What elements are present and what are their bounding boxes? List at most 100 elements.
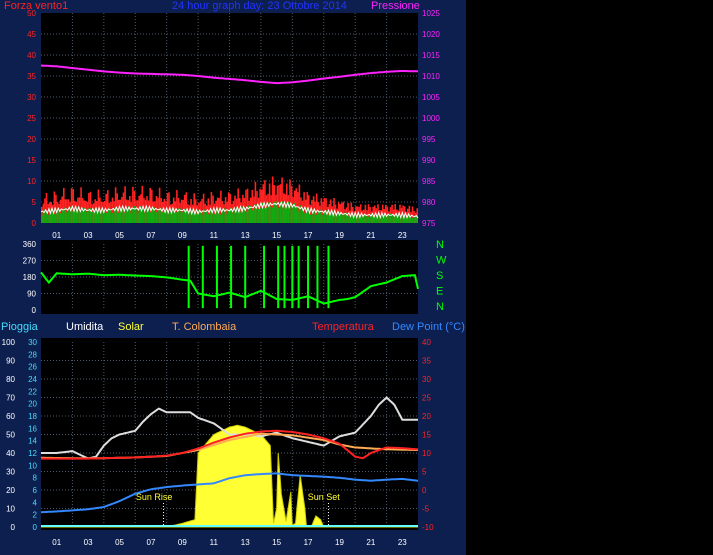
wind-average-bar bbox=[392, 217, 395, 223]
wind-average-bar bbox=[146, 206, 148, 223]
temperature-tick: -5 bbox=[422, 505, 430, 514]
wind-gust-bar bbox=[295, 188, 298, 223]
direction-degree-tick: 90 bbox=[27, 290, 36, 299]
wind-average-bar bbox=[77, 207, 79, 223]
wind-average-line bbox=[40, 200, 419, 220]
wind-average-bar bbox=[308, 209, 310, 223]
wind-average-bar bbox=[55, 210, 57, 223]
wind-average-bar bbox=[176, 212, 178, 223]
wind-average-bar bbox=[162, 212, 164, 223]
wind-average-bar bbox=[256, 204, 258, 223]
wind-average-bar bbox=[48, 211, 51, 223]
wind-average-bar bbox=[88, 208, 90, 223]
wind-gust-bar bbox=[289, 179, 291, 223]
rain-tick: 80 bbox=[6, 375, 15, 384]
wind-average-bar bbox=[166, 208, 169, 223]
direction-degree-tick: 0 bbox=[32, 306, 37, 315]
humidity-tick: 2 bbox=[33, 511, 38, 520]
right-blank-area bbox=[466, 0, 713, 555]
wind-average-bar bbox=[369, 214, 371, 223]
wind-average-bar bbox=[193, 212, 195, 223]
x-tick-label: 21 bbox=[366, 231, 375, 240]
wind-average-bar bbox=[188, 213, 191, 223]
wind-gust-bar bbox=[114, 187, 117, 223]
wind-average-bar bbox=[132, 208, 134, 223]
wind-average-bar bbox=[100, 208, 103, 223]
wind-average-bar bbox=[386, 217, 389, 223]
wind-average-bar bbox=[259, 207, 261, 223]
wind-speed-tick: 40 bbox=[27, 51, 36, 60]
wind-gust-bar bbox=[246, 188, 249, 223]
wind-gust-bar bbox=[180, 199, 183, 223]
wind-average-bar bbox=[144, 208, 147, 223]
wind-average-bar bbox=[238, 212, 241, 223]
wind-average-bar bbox=[399, 217, 401, 223]
temperature-tick: 5 bbox=[422, 468, 427, 477]
wind-average-bar bbox=[279, 202, 282, 223]
wind-gust-bar bbox=[182, 199, 184, 223]
wind-gust-bar bbox=[367, 204, 370, 223]
wind-gust-bar bbox=[41, 206, 43, 223]
wind-average-bar bbox=[152, 206, 155, 223]
humidity-tick: 26 bbox=[28, 363, 37, 372]
wind-gust-bar bbox=[89, 191, 92, 223]
wind-average-bar bbox=[168, 212, 170, 223]
wind-average-bar bbox=[336, 213, 338, 223]
wind-average-bar bbox=[205, 211, 208, 223]
wind-average-bar bbox=[300, 205, 302, 223]
wind-average-bar bbox=[342, 214, 345, 223]
wind-gust-bar bbox=[271, 176, 274, 223]
compass-letter-tick: N bbox=[436, 239, 444, 251]
x-tick-label: 23 bbox=[398, 231, 407, 240]
wind-gust-bar bbox=[284, 194, 287, 223]
wind-gust-bar bbox=[118, 199, 120, 223]
wind-speed-tick: 5 bbox=[32, 198, 37, 207]
wind-gust-bar bbox=[45, 192, 48, 223]
wind-average-bar bbox=[402, 213, 404, 223]
compass-letter-tick: S bbox=[436, 270, 443, 282]
wind-average-bar bbox=[64, 208, 67, 223]
humidity-tick: 24 bbox=[28, 375, 37, 384]
x-tick-label: 05 bbox=[115, 231, 124, 240]
wind-average-bar bbox=[75, 206, 78, 223]
wind-average-bar bbox=[157, 210, 159, 223]
wind-speed-tick: 30 bbox=[27, 93, 36, 102]
wind-average-bar bbox=[158, 207, 161, 223]
wind-average-bar bbox=[130, 213, 133, 223]
legend-colombaia: T. Colombaia bbox=[172, 321, 237, 333]
pressure-tick: 1025 bbox=[422, 9, 440, 18]
wind-average-bar bbox=[83, 207, 85, 223]
wind-average-bar bbox=[191, 209, 194, 223]
wind-average-bar bbox=[264, 207, 266, 223]
wind-gust-bar bbox=[70, 188, 73, 223]
wind-average-bar bbox=[377, 213, 379, 223]
wind-gust-bar bbox=[210, 192, 213, 223]
wind-average-bar bbox=[63, 207, 65, 223]
wind-gust-bar bbox=[309, 204, 312, 223]
wind-gust-bar bbox=[185, 192, 188, 223]
wind-average-bar bbox=[407, 215, 409, 223]
wind-average-bar bbox=[381, 214, 384, 223]
wind-average-bar bbox=[353, 216, 356, 223]
wind-average-bar bbox=[323, 212, 326, 223]
wind-average-bar bbox=[180, 211, 183, 223]
wind-average-bar bbox=[147, 207, 150, 223]
wind-average-bar bbox=[187, 211, 189, 223]
wind-average-bar bbox=[242, 206, 244, 223]
humidity-line bbox=[41, 396, 418, 460]
wind-average-bar bbox=[287, 201, 290, 223]
wind-average-bar bbox=[122, 208, 125, 223]
rain-tick: 40 bbox=[6, 449, 15, 458]
wind-average-bar bbox=[127, 206, 129, 223]
wind-average-bar bbox=[270, 206, 272, 223]
x-tick-label: 17 bbox=[304, 538, 313, 547]
wind-average-bar bbox=[312, 208, 315, 223]
wind-average-bar bbox=[110, 210, 112, 223]
wind-average-bar bbox=[218, 209, 221, 223]
wind-average-bar bbox=[53, 214, 56, 223]
wind-average-bar bbox=[118, 212, 120, 223]
wind-average-bar bbox=[114, 206, 117, 223]
wind-average-bar bbox=[70, 207, 73, 223]
wind-average-bar bbox=[282, 205, 285, 223]
